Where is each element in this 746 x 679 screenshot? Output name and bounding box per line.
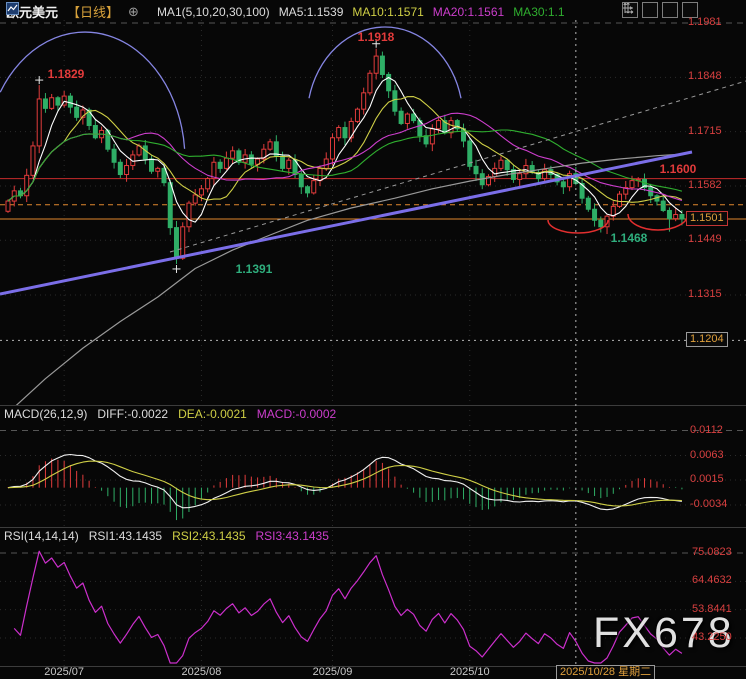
rsi-panel bbox=[13, 550, 683, 664]
candle-body bbox=[92, 125, 98, 139]
candle-body bbox=[298, 174, 304, 188]
candle-body bbox=[211, 161, 217, 180]
candle-body bbox=[30, 145, 36, 176]
candle-body bbox=[67, 95, 73, 108]
candle-body bbox=[666, 209, 672, 220]
candle-body bbox=[149, 158, 155, 172]
macd-panel bbox=[7, 453, 683, 521]
candle-body bbox=[155, 167, 161, 172]
grid-layer bbox=[0, 20, 746, 666]
candle-body bbox=[679, 214, 685, 220]
candle-body bbox=[205, 178, 211, 190]
candle-body bbox=[617, 193, 623, 207]
candle-body bbox=[180, 226, 186, 259]
rsi-line bbox=[13, 550, 683, 664]
candle-body bbox=[361, 92, 367, 110]
candle-body bbox=[598, 219, 604, 228]
support-trendline bbox=[0, 150, 693, 296]
candle-body bbox=[280, 155, 286, 169]
candle-body bbox=[373, 55, 379, 74]
candle-body bbox=[74, 106, 80, 118]
candle-body bbox=[411, 113, 417, 122]
candle-body bbox=[248, 154, 254, 165]
candle-body bbox=[261, 148, 267, 160]
candle-body bbox=[311, 180, 317, 194]
candle-body bbox=[117, 161, 123, 176]
candle-body bbox=[348, 120, 354, 139]
candle-body bbox=[367, 72, 373, 94]
candle-body bbox=[473, 165, 479, 175]
smile-annotation bbox=[627, 213, 689, 231]
candle-body bbox=[55, 97, 61, 106]
candle-body bbox=[423, 135, 429, 145]
candle-body bbox=[629, 180, 635, 189]
dome-annotation bbox=[308, 26, 462, 99]
macd-dea-line bbox=[7, 460, 682, 507]
candle-body bbox=[86, 109, 92, 127]
candle-body bbox=[24, 174, 30, 197]
candle-body bbox=[5, 200, 11, 212]
smile-annotation bbox=[547, 219, 609, 234]
candle-body bbox=[485, 176, 491, 186]
candle-body bbox=[305, 186, 311, 194]
candle-body bbox=[124, 165, 130, 176]
candle-body bbox=[498, 159, 504, 169]
candle-body bbox=[379, 55, 385, 75]
candle-body bbox=[448, 120, 454, 134]
candle-body bbox=[230, 150, 236, 159]
candle-body bbox=[436, 120, 442, 130]
candle-body bbox=[167, 182, 173, 229]
candle-body bbox=[504, 159, 510, 171]
candle-body bbox=[592, 208, 598, 221]
candle-body bbox=[342, 127, 348, 139]
ma100-line bbox=[15, 153, 682, 405]
candle-body bbox=[604, 215, 610, 228]
candle-body bbox=[673, 214, 679, 220]
candle-body bbox=[161, 167, 167, 184]
candle-body bbox=[454, 120, 460, 130]
candle-body bbox=[198, 188, 204, 196]
ma5-line bbox=[7, 76, 683, 223]
candle-body bbox=[223, 157, 229, 169]
candle-body bbox=[217, 161, 223, 169]
candle-body bbox=[567, 173, 573, 188]
candle-body bbox=[386, 73, 392, 92]
candle-body bbox=[111, 148, 117, 163]
candle-body bbox=[36, 98, 42, 147]
candle-body bbox=[404, 113, 410, 124]
candle-body bbox=[192, 194, 198, 204]
candle-body bbox=[267, 141, 273, 150]
candle-body bbox=[542, 169, 548, 180]
candle-body bbox=[61, 95, 67, 106]
dome-annotation bbox=[0, 31, 186, 149]
candle-body bbox=[579, 183, 585, 199]
candle-body bbox=[354, 108, 360, 122]
ma30-line bbox=[7, 129, 683, 202]
candle-body bbox=[585, 197, 591, 210]
candle-body bbox=[329, 137, 335, 160]
main-panel bbox=[0, 26, 746, 405]
candle-body bbox=[42, 98, 48, 109]
candle-body bbox=[517, 173, 523, 180]
candle-body bbox=[236, 150, 242, 163]
candle-body bbox=[317, 167, 323, 182]
candle-body bbox=[49, 97, 55, 109]
candle-body bbox=[623, 187, 629, 195]
candle-body bbox=[392, 90, 398, 112]
candle-body bbox=[429, 128, 435, 145]
candle-body bbox=[336, 127, 342, 139]
candle-body bbox=[467, 140, 473, 167]
candle-body bbox=[398, 110, 404, 124]
candle-body bbox=[142, 145, 148, 160]
candle-body bbox=[660, 200, 666, 211]
candle-body bbox=[560, 181, 566, 188]
candle-body bbox=[173, 227, 179, 259]
candle-body bbox=[186, 202, 192, 228]
candle-body bbox=[510, 169, 516, 180]
candle-body bbox=[80, 109, 86, 118]
candle-body bbox=[286, 159, 292, 169]
candle-body bbox=[323, 158, 329, 169]
